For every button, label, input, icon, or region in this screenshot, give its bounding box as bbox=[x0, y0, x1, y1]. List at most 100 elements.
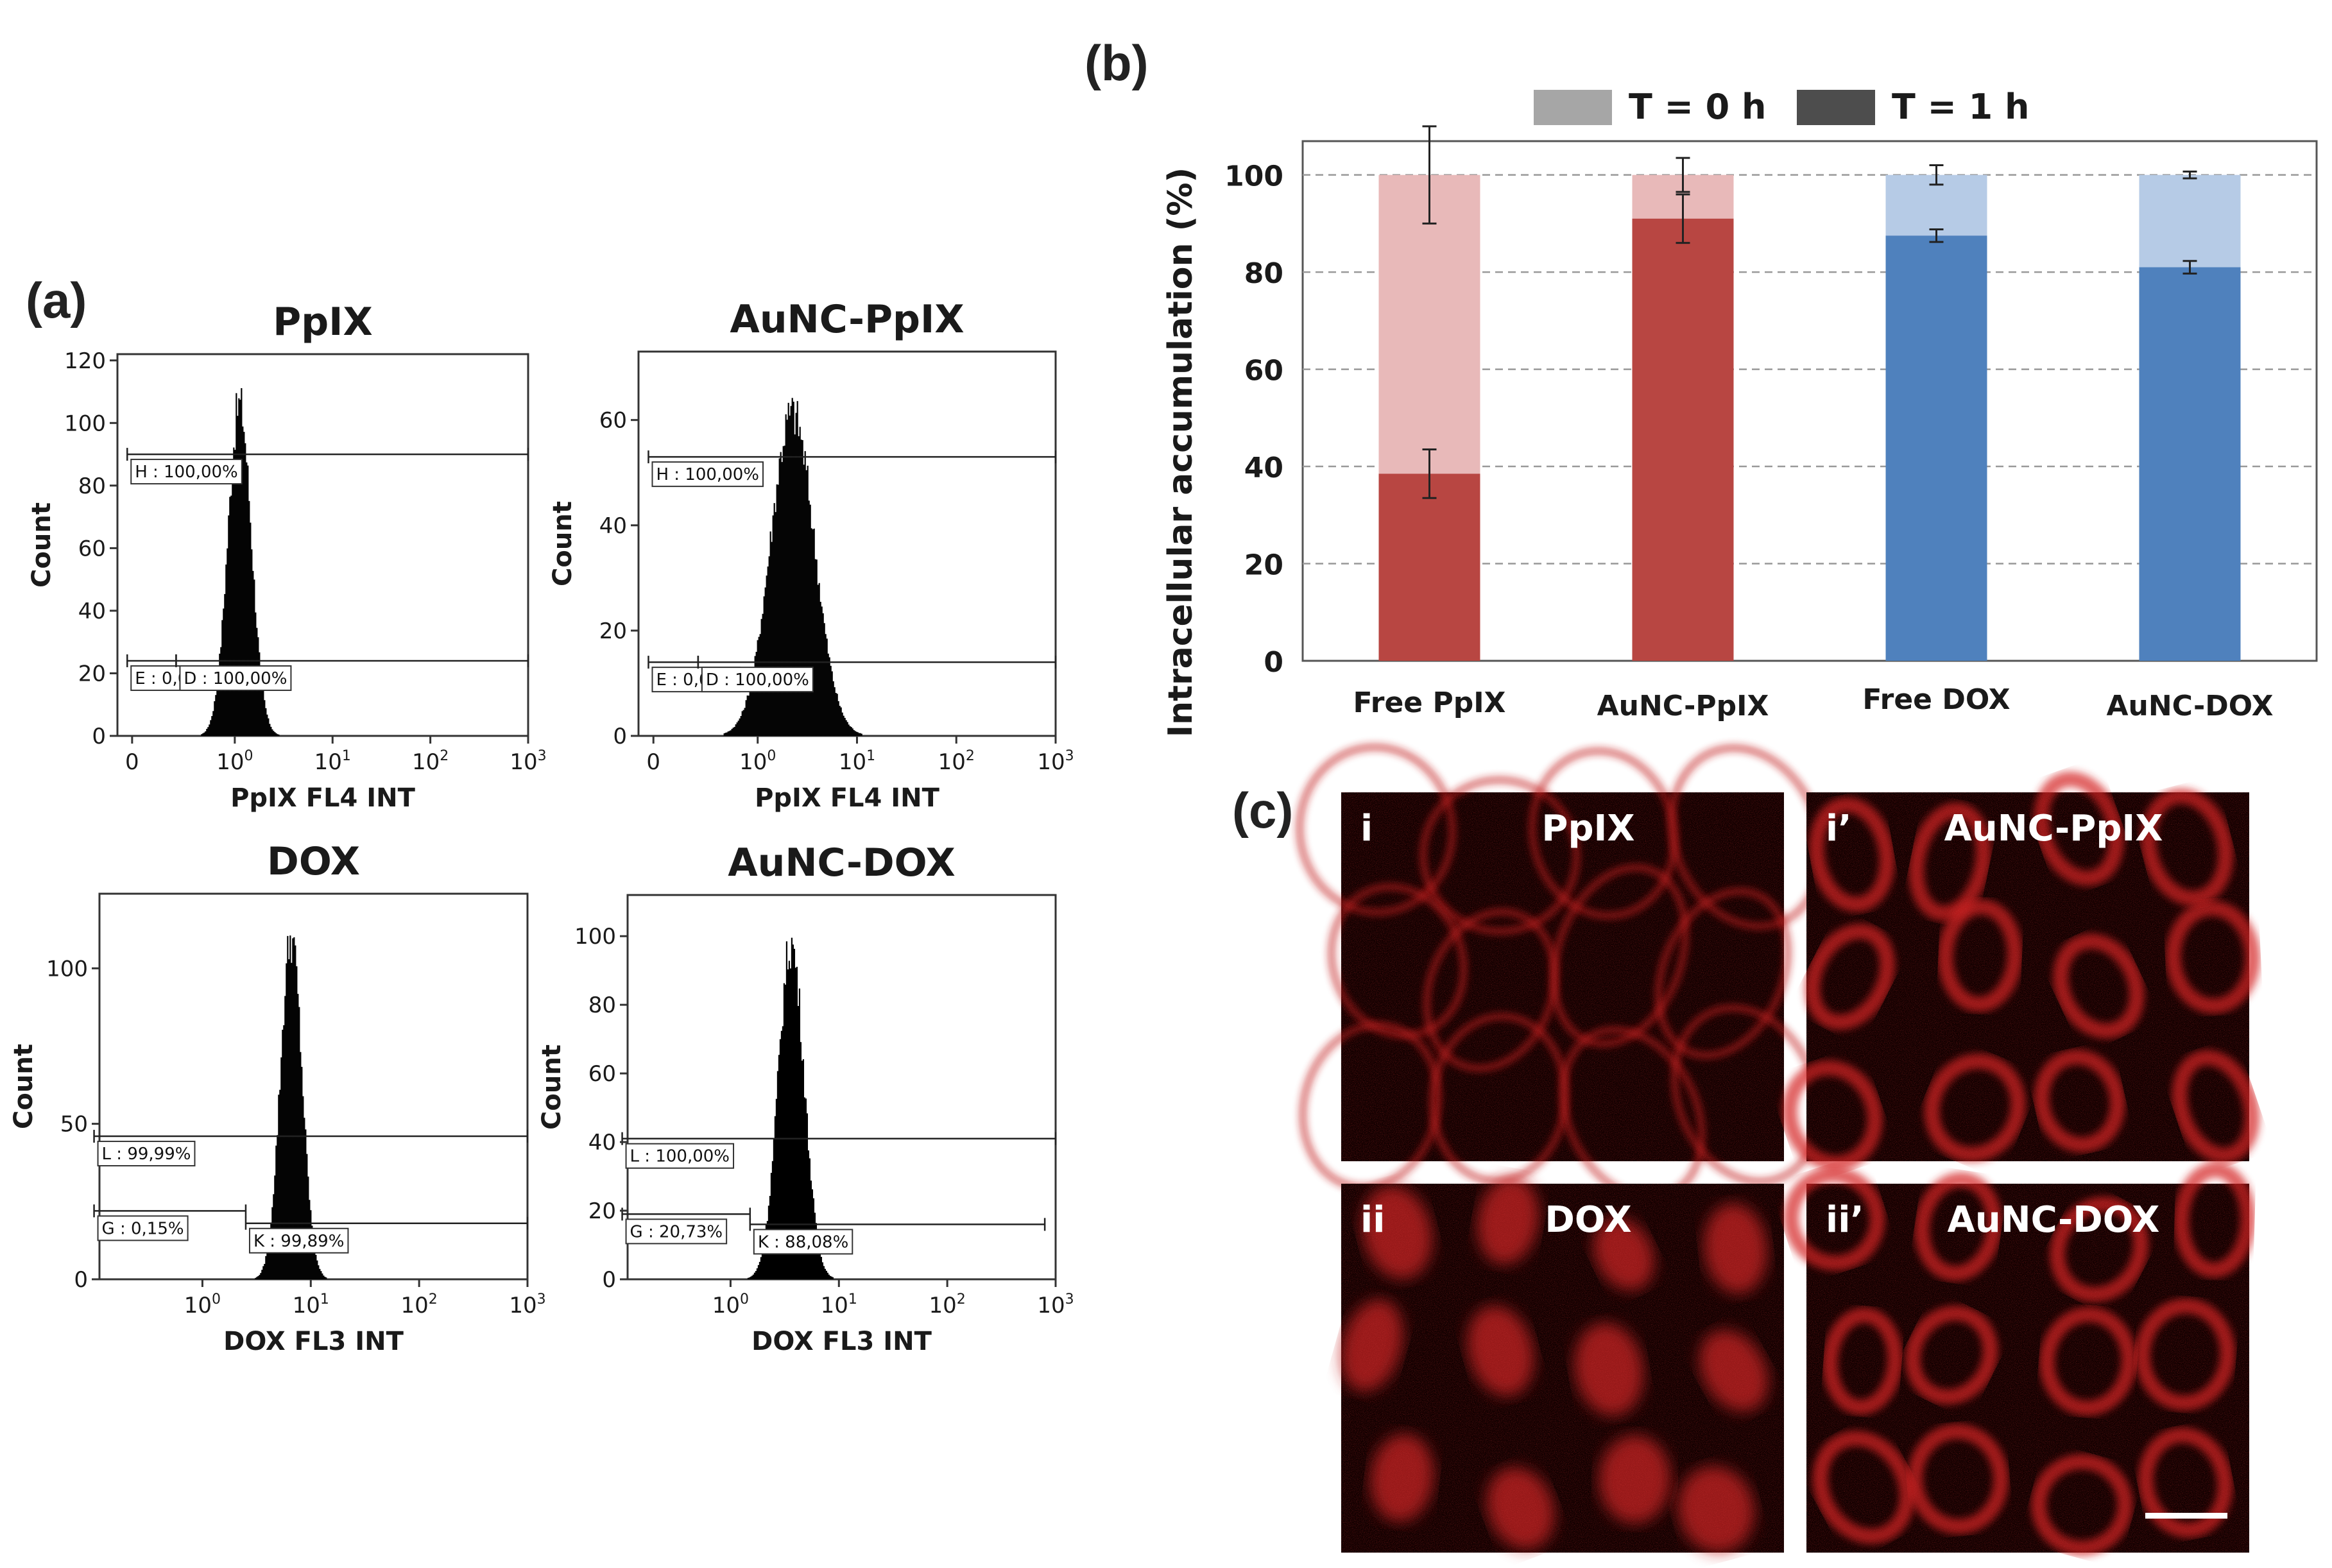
plot-frame bbox=[626, 894, 1057, 1281]
histogram-dox: DOX L : 99,99% G : 0,15% K : 99,89% 0 50 100 10… bbox=[9, 839, 546, 1356]
gate-label: L : 99,99% bbox=[102, 1145, 191, 1164]
bar-chart-accumulation: T = 0 h T = 1 h 0 20 40 60 80 100 Free PpIX AuNC-… bbox=[1162, 87, 2318, 737]
chart-title: AuNC-PpIX bbox=[730, 297, 964, 342]
micrograph-nuclear: ii DOX bbox=[1341, 1177, 1784, 1553]
x-tick-label: 0 bbox=[646, 749, 660, 775]
y-tick-label: 60 bbox=[1244, 355, 1283, 388]
y-tick-label: 100 bbox=[46, 956, 88, 982]
y-axis-title: Count bbox=[27, 502, 56, 588]
micrograph-title: PpIX bbox=[1541, 808, 1634, 849]
x-tick-label: 100 bbox=[739, 748, 776, 775]
gate-label: L : 100,00% bbox=[630, 1147, 730, 1166]
gate-label: G : 20,73% bbox=[630, 1222, 723, 1241]
y-tick-label: 80 bbox=[78, 473, 106, 499]
x-tick-label: 101 bbox=[839, 748, 875, 775]
micrograph-index: i’ bbox=[1826, 808, 1851, 849]
y-tick-label: 100 bbox=[64, 411, 106, 436]
micrograph-grain bbox=[1341, 1184, 1784, 1553]
y-tick-label: 50 bbox=[60, 1112, 88, 1138]
y-tick-label: 20 bbox=[588, 1198, 616, 1224]
gate-label-box bbox=[97, 1215, 189, 1241]
gate-label: D : 100,00% bbox=[184, 669, 287, 688]
y-tick-label: 40 bbox=[1244, 452, 1283, 484]
y-tick-label: 60 bbox=[588, 1061, 616, 1087]
gate-label-box bbox=[625, 1143, 735, 1169]
x-tick-label: 102 bbox=[412, 748, 449, 775]
bar-t1 bbox=[1885, 235, 1987, 661]
y-tick-label: 0 bbox=[92, 724, 106, 749]
y-axis-title: Count bbox=[537, 1044, 567, 1130]
gate-label-box bbox=[753, 1229, 853, 1255]
y-axis-title: Intracellular accumulation (%) bbox=[1162, 167, 1200, 737]
y-axis-title: Count bbox=[548, 501, 578, 586]
y-tick-label: 80 bbox=[1244, 257, 1283, 290]
histogram-auncdox: AuNC-DOX L : 100,00% G : 20,73% K : 88,08% 0… bbox=[537, 840, 1074, 1356]
gate-label: G : 0,15% bbox=[102, 1219, 184, 1238]
chart-title: DOX bbox=[267, 839, 360, 884]
y-tick-label: 120 bbox=[64, 348, 106, 374]
scale-bar bbox=[2145, 1513, 2227, 1519]
legend-label: T = 0 h bbox=[1629, 87, 1767, 127]
micrograph-perinuclear: i’ AuNC-PpIX bbox=[1781, 771, 2261, 1171]
y-tick-label: 60 bbox=[599, 408, 627, 434]
y-tick-label: 40 bbox=[78, 599, 106, 624]
x-tick-label: 100 bbox=[216, 748, 253, 775]
x-tick-label: 100 bbox=[184, 1291, 221, 1318]
micrograph-title: DOX bbox=[1545, 1199, 1631, 1241]
y-tick-label: 20 bbox=[1244, 549, 1283, 582]
gate-label: K : 88,08% bbox=[758, 1232, 848, 1252]
x-axis-title: PpIX FL4 INT bbox=[230, 783, 416, 813]
y-tick-label: 0 bbox=[602, 1267, 616, 1293]
micrograph-grain bbox=[1341, 792, 1784, 1161]
gate-label: H : 100,00% bbox=[656, 465, 759, 484]
micrograph-index: ii’ bbox=[1826, 1199, 1864, 1241]
y-tick-label: 80 bbox=[588, 993, 616, 1018]
plot-frame bbox=[116, 353, 529, 737]
chart-title: AuNC-DOX bbox=[728, 840, 956, 885]
x-tick-label: 102 bbox=[401, 1291, 438, 1318]
x-tick-label: 103 bbox=[509, 1291, 545, 1318]
micrograph-perinuclear: ii’ AuNC-DOX bbox=[1783, 1162, 2256, 1556]
y-tick-label: 20 bbox=[78, 661, 106, 686]
y-tick-label: 0 bbox=[613, 724, 627, 749]
x-tick-label: 101 bbox=[314, 748, 351, 775]
y-tick-label: 0 bbox=[1264, 646, 1283, 679]
panel-label-a: (a) bbox=[26, 272, 87, 328]
category-label: AuNC-PpIX bbox=[1597, 690, 1769, 722]
y-tick-label: 40 bbox=[588, 1130, 616, 1155]
x-axis-title: DOX FL3 INT bbox=[223, 1327, 404, 1356]
legend-swatch bbox=[1797, 90, 1875, 125]
x-tick-label: 103 bbox=[1037, 748, 1074, 775]
category-label: Free DOX bbox=[1862, 683, 2010, 716]
y-tick-label: 100 bbox=[574, 924, 616, 950]
y-tick-label: 100 bbox=[1224, 160, 1283, 193]
micrograph-title: AuNC-PpIX bbox=[1944, 808, 2163, 849]
y-tick-label: 20 bbox=[599, 618, 627, 644]
micrograph-membrane: i PpIX bbox=[1296, 744, 1825, 1201]
panel-label-b: (b) bbox=[1085, 35, 1149, 91]
category-label: AuNC-DOX bbox=[2106, 690, 2273, 722]
micrograph-title: AuNC-DOX bbox=[1948, 1199, 2160, 1241]
chart-title: PpIX bbox=[273, 300, 373, 345]
bar-t1 bbox=[2139, 267, 2241, 661]
gate-label-box bbox=[625, 1218, 728, 1245]
x-tick-label: 101 bbox=[821, 1291, 857, 1318]
gate-label: K : 99,89% bbox=[253, 1232, 344, 1251]
gate-label: H : 100,00% bbox=[135, 463, 238, 482]
legend-swatch bbox=[1534, 90, 1612, 125]
gate-label-box bbox=[248, 1227, 349, 1254]
gate-label-box bbox=[651, 461, 764, 488]
x-tick-label: 102 bbox=[929, 1291, 966, 1318]
bar-t1 bbox=[1632, 218, 1734, 661]
gate-label-box bbox=[130, 459, 243, 485]
y-tick-label: 60 bbox=[78, 536, 106, 561]
gate-label-box bbox=[701, 667, 814, 693]
micrograph-grain bbox=[1806, 1184, 2249, 1553]
x-tick-label: 101 bbox=[293, 1291, 329, 1318]
y-tick-label: 40 bbox=[599, 513, 627, 539]
micrograph-grid: i PpIX i’ AuNC-PpIX ii DOX ii’ AuNC-DOX bbox=[1296, 744, 2261, 1556]
x-tick-label: 102 bbox=[938, 748, 975, 775]
